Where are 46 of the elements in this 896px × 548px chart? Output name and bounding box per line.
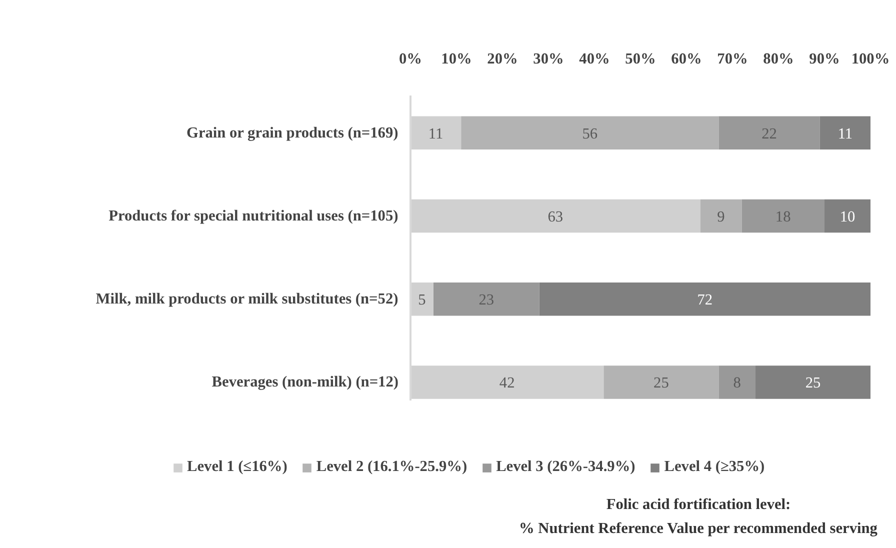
data-label: 9 (717, 208, 726, 226)
bar (604, 366, 719, 399)
x-tick-label: 0% (399, 50, 422, 68)
y-tick-label: Milk, milk products or milk substitutes (n=52) (96, 290, 398, 308)
data-label: 18 (775, 208, 792, 226)
bar (434, 282, 540, 316)
x-tick-label: 40% (579, 50, 610, 68)
x-tick-label: 60% (671, 50, 702, 68)
y-tick-label: Beverages (non-milk) (n=12) (212, 374, 399, 391)
bar (539, 282, 870, 316)
data-label: 25 (805, 374, 821, 392)
data-label: 8 (733, 374, 742, 392)
legend-label: Level 2 (16.1%-25.9%) (316, 458, 468, 476)
data-label: 23 (478, 292, 494, 309)
data-label: 63 (548, 208, 564, 226)
x-tick-label: 80% (763, 50, 794, 68)
bar (824, 199, 870, 233)
bar (718, 116, 820, 150)
data-label: 10 (840, 208, 856, 226)
y-tick-label: Grain or grain products (n=169) (186, 124, 398, 142)
bar (756, 366, 870, 399)
x-tick-label: 90% (809, 50, 840, 68)
data-label: 11 (428, 125, 444, 142)
bar (461, 116, 719, 150)
x-tick-label: 10% (441, 50, 472, 68)
legend-label: Level 1 (≤16%) (187, 458, 288, 476)
x-tick-label: 30% (533, 50, 564, 68)
data-label: 56 (582, 125, 598, 142)
text: Folic acid fortification level: % Nutrient Reference Value per recommended serving (519, 496, 878, 537)
bar (742, 199, 824, 233)
data-label: 5 (418, 292, 426, 309)
data-label: 11 (838, 125, 853, 142)
y-tick-label: Products for special nutritional uses (n=105) (108, 208, 398, 225)
legend-label: Level 3 (26%-34.9%) (496, 458, 636, 476)
bar (820, 116, 870, 150)
x-tick-label: 100% (851, 50, 890, 68)
legend-label: Level 4 (≥35%) (664, 458, 765, 476)
data-label: 42 (499, 374, 515, 392)
x-tick-label: 50% (625, 50, 656, 68)
data-label: 72 (697, 292, 713, 309)
data-label: 25 (654, 374, 670, 392)
bar (700, 199, 742, 233)
x-tick-label: 20% (487, 50, 518, 68)
x-tick-label: 70% (717, 50, 748, 68)
bar (718, 366, 756, 399)
data-label: 22 (762, 125, 777, 142)
